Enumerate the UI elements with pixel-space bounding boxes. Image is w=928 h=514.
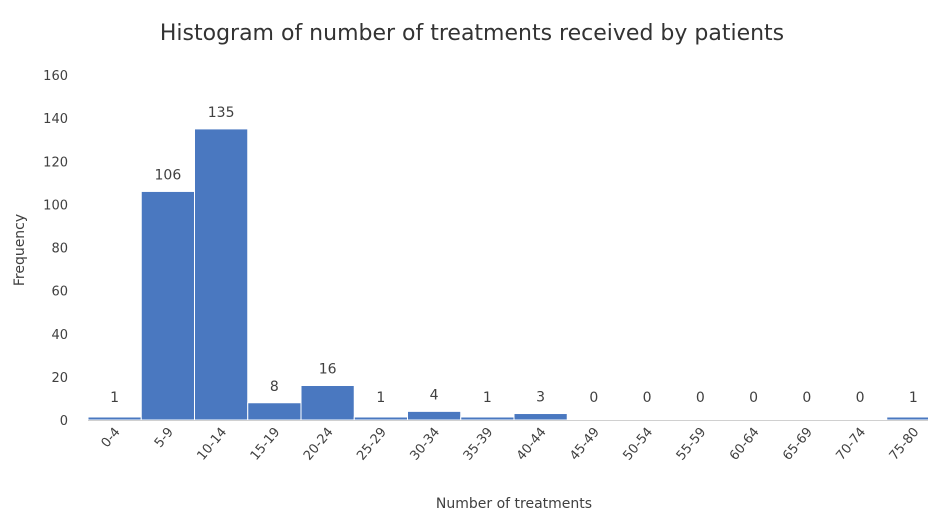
x-tick-label: 70-74 xyxy=(833,425,869,464)
data-label: 3 xyxy=(536,390,545,406)
x-tick-label: 10-14 xyxy=(194,425,230,464)
x-tick-label: 35-39 xyxy=(461,425,497,464)
x-tick-label: 60-64 xyxy=(727,425,763,464)
data-label: 0 xyxy=(696,390,705,406)
bar xyxy=(247,402,302,421)
data-labels: 1 106 135 8 16 1 4 1 3 0 0 0 0 0 0 1 xyxy=(110,105,918,406)
y-tick-label: 20 xyxy=(51,371,68,386)
data-label: 1 xyxy=(110,390,119,406)
x-tick-label: 50-54 xyxy=(620,425,656,464)
data-label: 0 xyxy=(643,390,652,406)
data-label: 0 xyxy=(802,390,811,406)
y-tick-label: 60 xyxy=(51,285,68,300)
y-tick-label: 80 xyxy=(51,242,68,257)
data-label: 0 xyxy=(589,390,598,406)
bar xyxy=(407,410,462,421)
bar xyxy=(140,190,195,421)
data-label: 0 xyxy=(856,390,865,406)
x-tick-label: 15-19 xyxy=(248,425,284,464)
x-tick-label: 65-69 xyxy=(780,425,816,464)
data-label: 106 xyxy=(155,167,182,183)
data-label: 135 xyxy=(208,105,235,121)
x-axis: 0-4 5-9 10-14 15-19 20-24 25-29 30-34 35-39 40-4… xyxy=(99,425,923,464)
data-label: 4 xyxy=(430,387,439,403)
data-label: 8 xyxy=(270,379,279,395)
x-tick-label: 55-59 xyxy=(674,425,710,464)
data-label: 1 xyxy=(909,390,918,406)
data-label: 1 xyxy=(376,390,385,406)
x-tick-label: 0-4 xyxy=(99,425,124,451)
x-axis-title: Number of treatments xyxy=(436,496,592,512)
y-tick-label: 40 xyxy=(51,328,68,343)
y-tick-label: 0 xyxy=(60,414,68,429)
x-tick-label: 75-80 xyxy=(887,425,923,464)
bar xyxy=(353,416,408,421)
bar xyxy=(87,416,142,421)
bar xyxy=(300,385,355,421)
x-tick-label: 45-49 xyxy=(567,425,603,464)
y-axis-title: Frequency xyxy=(12,214,28,286)
chart-title: Histogram of number of treatments receiv… xyxy=(160,21,784,46)
y-tick-label: 160 xyxy=(43,69,68,84)
y-tick-label: 100 xyxy=(43,198,68,213)
bar xyxy=(460,416,515,421)
x-tick-label: 20-24 xyxy=(301,425,337,464)
data-label: 0 xyxy=(749,390,758,406)
x-tick-label: 30-34 xyxy=(407,425,443,464)
x-tick-label: 40-44 xyxy=(514,425,550,464)
y-tick-label: 120 xyxy=(43,155,68,170)
data-label: 1 xyxy=(483,390,492,406)
x-tick-label: 5-9 xyxy=(152,425,177,451)
bar xyxy=(886,416,928,421)
data-label: 16 xyxy=(319,362,337,378)
bar xyxy=(194,128,249,421)
x-tick-label: 25-29 xyxy=(354,425,390,464)
y-tick-label: 140 xyxy=(43,112,68,127)
bar xyxy=(513,413,568,421)
y-axis: 0 20 40 60 80 100 120 140 160 xyxy=(43,69,68,429)
bar-series xyxy=(87,128,928,421)
